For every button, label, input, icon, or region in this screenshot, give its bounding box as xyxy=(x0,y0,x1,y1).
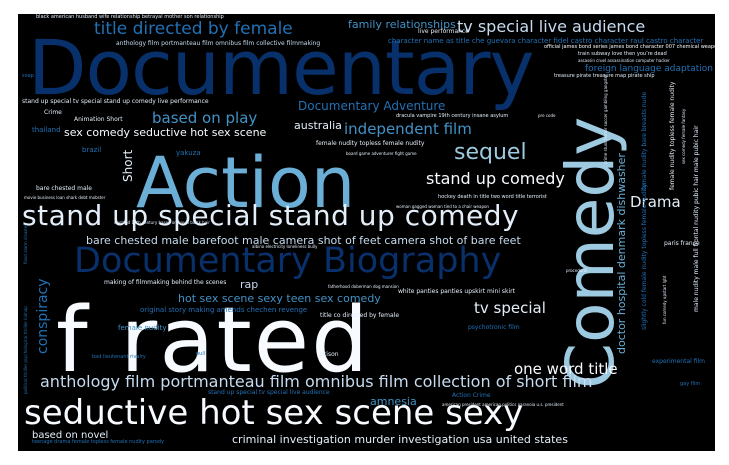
word-england-19th: england 19th century based on novel blac… xyxy=(114,220,210,225)
word-yakuza: yakuza xyxy=(176,149,201,157)
word-official-bond: official james bond series james bond ch… xyxy=(544,44,715,50)
word-rap: rap xyxy=(240,278,259,291)
word-conspiracy: conspiracy xyxy=(35,278,51,354)
word-bare-chested-barefoot: bare chested male barefoot male camera s… xyxy=(86,234,521,247)
word-clamshell: sex comedy female fantasy xyxy=(681,108,686,164)
word-tv-special-live: tv special live audience xyxy=(457,17,646,36)
word-bad-lieutenant: bad lieutenant rivalry xyxy=(92,354,146,360)
word-standup-special: stand up special stand up comedy xyxy=(22,199,520,232)
word-female-nudity-bare-breasts: female nudity bare breasts nude xyxy=(641,91,648,190)
word-experimental: experimental film xyxy=(652,358,706,365)
word-black-american-husband: black american husband wife relationship… xyxy=(36,14,224,20)
word-tv-special: tv special xyxy=(474,299,546,317)
word-american-president: american president american politics par… xyxy=(442,402,564,407)
word-treasure-pirate: treasure pirate treasure map pirate ship xyxy=(554,73,655,79)
word-making-of: making of filmmaking behind the scenes xyxy=(104,279,227,286)
word-paris-france: paris france xyxy=(664,240,700,247)
word-foreign-language: foreign language adaptation xyxy=(585,64,713,74)
word-based-on-novel: based on novel xyxy=(32,430,109,441)
word-male-nudity: male nudity male full frontal nudity pub… xyxy=(693,125,700,312)
word-tennis: crime stunt horror soccer gambling gangs… xyxy=(603,74,608,164)
word-anthology-small: anthology film portmanteau film omnibus … xyxy=(116,40,321,47)
word-prison: prison xyxy=(320,351,339,358)
word-pre-code: pre code xyxy=(538,113,556,118)
word-f-rated: f rated xyxy=(56,288,371,393)
word-australia: australia xyxy=(294,119,342,132)
word-dracula: dracula vampire 19th century insane asyl… xyxy=(396,113,509,119)
word-family-relationships: family relationships xyxy=(348,18,456,31)
word-female-nudity-vert: female nudity topless female nudity xyxy=(669,81,676,190)
word-animation-short: Animation Short xyxy=(74,116,123,123)
word-title-co-directed: title co directed by female xyxy=(320,312,400,319)
word-documentary: Documentary xyxy=(28,23,535,112)
word-left-vert-2: flood alarm disaster xyxy=(23,224,28,264)
word-seductive: seductive hot sex scene sexy xyxy=(24,393,524,433)
word-cloud-canvas: Documentary Action Comedy f rated stand … xyxy=(18,14,715,451)
word-amnesia: amnesia xyxy=(370,395,417,408)
word-sex-comedy: sex comedy seductive hot sex scene xyxy=(64,126,267,139)
word-anthology-big: anthology film portmanteau film omnibus … xyxy=(40,372,593,391)
word-slightly-cold: slightly cold female nudity topless fema… xyxy=(641,183,648,330)
word-bottom-small: teenage drama female topless female nudi… xyxy=(32,439,164,445)
word-action: Action xyxy=(136,142,356,224)
word-independent-film: independent film xyxy=(344,120,472,138)
word-hockey-death: hockey death in title two word title ter… xyxy=(438,194,547,200)
word-pull: pull xyxy=(196,351,206,357)
word-action-crime: Action Crime xyxy=(452,392,491,399)
word-left-vert-1: political thriller psychological thrille… xyxy=(23,306,28,394)
word-soap: soap xyxy=(22,73,34,79)
word-criminal-investigation: criminal investigation murder investigat… xyxy=(232,433,568,446)
word-adolescence: assassin cruel assassination computer ha… xyxy=(578,58,670,63)
word-character-name-title: character name as title che guevara char… xyxy=(388,37,704,45)
word-doctor-hospital: doctor hospital denmark dishwasher xyxy=(615,153,628,354)
word-brazil: brazil xyxy=(82,146,102,154)
word-documentary-biography: Documentary Biography xyxy=(74,241,502,281)
word-train-subway: train subway love then you’re dead xyxy=(578,51,667,57)
word-gay-film: gay film xyxy=(680,381,701,387)
word-female-nudity-topless: female nudity topless female nudity xyxy=(316,140,425,147)
word-standup-small: stand up special tv special stand up com… xyxy=(22,98,209,105)
word-based-on-play: based on play xyxy=(152,109,258,127)
word-title-directed-female: title directed by female xyxy=(94,19,293,39)
word-crime: Crime xyxy=(44,109,62,116)
word-female-nudity: female nudity xyxy=(118,324,167,332)
word-live-performance: live performance xyxy=(418,28,469,35)
word-procedural: procedural xyxy=(566,268,588,273)
word-bottom-small2: stand up special tv special live audienc… xyxy=(208,389,330,396)
word-fun-comedy: fun comedy upstart lgbt xyxy=(662,275,667,324)
word-doc-adventure: Documentary Adventure xyxy=(298,99,446,113)
word-short: Short xyxy=(121,149,135,182)
word-sequel: sequel xyxy=(454,140,527,165)
word-movie-business: movie business loan shark debt mobster xyxy=(24,195,106,200)
word-white-panties: white panties panties upskirt mini skirt xyxy=(398,288,515,295)
word-bare-chested-male: bare chested male xyxy=(36,185,92,192)
word-stand-up-comedy: stand up comedy xyxy=(426,169,565,188)
word-thailand: thailand xyxy=(32,126,61,134)
word-woman-gagged: woman gagged woman tied to a chair weapo… xyxy=(396,204,489,209)
word-board-game: board game adventurer fight game xyxy=(346,151,417,156)
word-hot-sex-scene-teen: hot sex scene sexy teen sex comedy xyxy=(178,292,381,305)
word-albino: albino electricity loneliness bully xyxy=(252,244,318,249)
word-one-word-title: one word title xyxy=(514,360,618,378)
word-original-story: original story making amends chechen rev… xyxy=(140,306,308,314)
word-psychotronic: psychotronic film xyxy=(468,324,520,331)
word-drama: Drama xyxy=(630,193,681,211)
word-fatherhood: fatherhood doberman dog mansion xyxy=(328,284,399,289)
